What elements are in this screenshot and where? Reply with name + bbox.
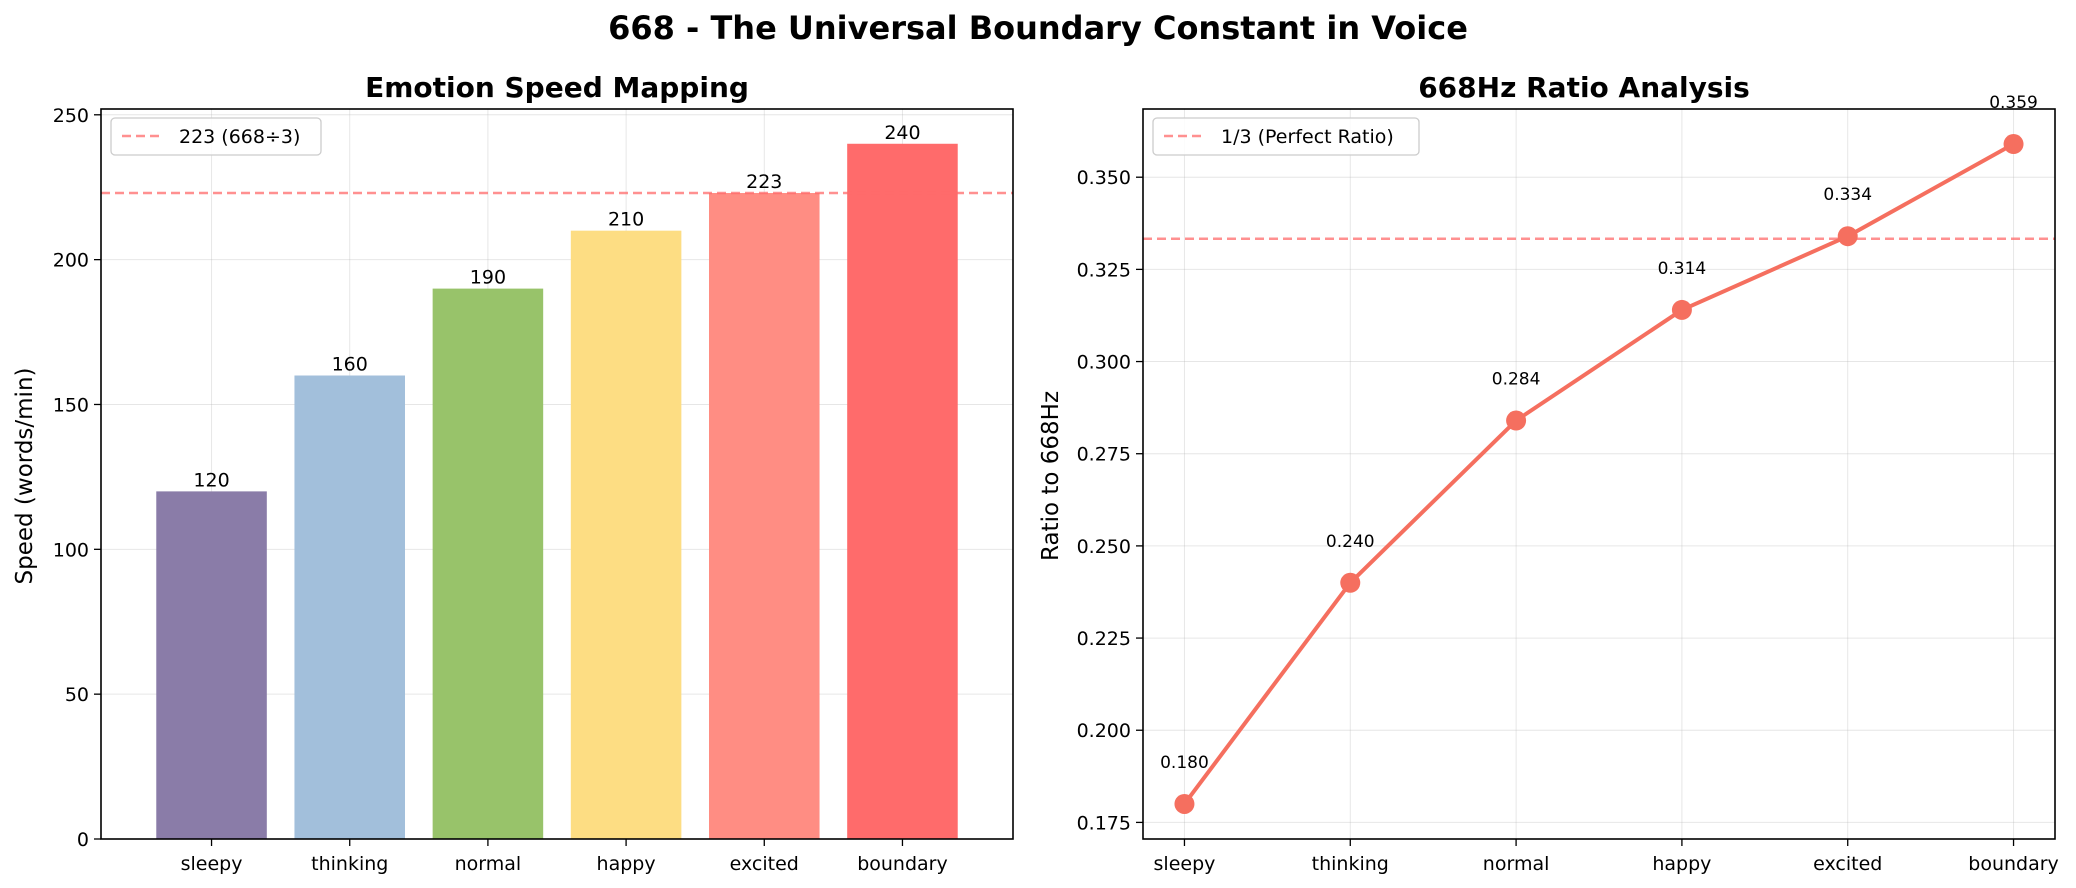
- bar-chart-xtick-label: happy: [597, 853, 656, 875]
- line-point-excited: [1837, 226, 1858, 247]
- line-chart-axes: 0.175 0.200 0.225 0.250 0.275 0.300 0.325 0.350…: [1077, 167, 2059, 875]
- line-value-label: 0.240: [1326, 532, 1375, 552]
- line-value-label: 0.284: [1492, 370, 1541, 390]
- bar-chart-ytick-label: 150: [53, 394, 89, 416]
- line-chart-ytick-label: 0.175: [1077, 812, 1131, 834]
- line-chart-ytick-label: 0.325: [1077, 259, 1131, 281]
- bar-chart-xtick-label: normal: [455, 853, 522, 875]
- line-point-normal: [1506, 410, 1527, 431]
- line-chart-ytick-label: 0.225: [1077, 628, 1131, 650]
- bar-sleepy: [156, 491, 267, 839]
- bar-chart-title: Emotion Speed Mapping: [365, 71, 749, 104]
- bar-value-label: 223: [746, 171, 782, 193]
- line-chart-title: 668Hz Ratio Analysis: [1418, 71, 1750, 104]
- line-chart-ytick-label: 0.300: [1077, 352, 1131, 374]
- bar-chart-xtick-label: boundary: [857, 853, 948, 875]
- line-value-label: 0.180: [1160, 753, 1209, 773]
- bar-value-label: 120: [193, 469, 229, 491]
- ratio-line-chart: 668Hz Ratio Analysis Ratio to 668Hz 0.18…: [1038, 71, 2059, 875]
- line-point-boundary: [2003, 134, 2024, 155]
- line-chart-series-line: [1182, 142, 2015, 806]
- line-chart-xtick-label: normal: [1483, 853, 1550, 875]
- bar-chart-ytick-label: 200: [53, 250, 89, 272]
- line-value-label: 0.359: [1989, 93, 2038, 113]
- bar-chart-xtick-label: thinking: [311, 853, 388, 875]
- bar-chart-ytick-label: 250: [53, 105, 89, 127]
- bar-value-label: 240: [884, 122, 920, 144]
- bar-chart-bars: [156, 143, 958, 840]
- line-chart-ylabel: Ratio to 668Hz: [1038, 391, 1064, 561]
- line-chart-xtick-label: excited: [1813, 853, 1882, 875]
- line-point-happy: [1671, 299, 1692, 320]
- bar-excited: [709, 193, 820, 839]
- bar-chart-ylabel: Speed (words/min): [12, 368, 38, 585]
- bar-chart-ytick-label: 0: [77, 829, 89, 851]
- line-value-label: 0.314: [1658, 259, 1707, 279]
- figure-title: 668 - The Universal Boundary Constant in…: [608, 9, 1468, 47]
- line-chart-value-labels: 0.180 0.240 0.284 0.314 0.334 0.359: [1160, 93, 2038, 773]
- line-chart-legend-box: [1152, 117, 1420, 156]
- bar-value-label: 190: [470, 267, 506, 289]
- bar-value-label: 210: [608, 209, 644, 231]
- bar-chart-ytick-label: 100: [53, 539, 89, 561]
- line-chart-ytick-label: 0.200: [1077, 720, 1131, 742]
- line-chart-grid: [1143, 109, 2055, 839]
- bar-chart-value-labels: 120 160 190 210 223 240: [193, 122, 920, 492]
- bar-thinking: [294, 375, 405, 839]
- line-chart-legend: 1/3 (Perfect Ratio): [1152, 117, 1420, 156]
- bar-happy: [570, 230, 682, 839]
- bar-chart-ytick-label: 50: [65, 684, 89, 706]
- bar-chart-legend: 223 (668÷3): [110, 117, 322, 156]
- line-chart-xtick-label: sleepy: [1154, 853, 1216, 875]
- line-chart-xtick-label: thinking: [1312, 853, 1389, 875]
- line-point-sleepy: [1174, 793, 1195, 814]
- bar-chart-xtick-label: sleepy: [181, 853, 243, 875]
- line-value-label: 0.334: [1823, 185, 1872, 205]
- line-point-thinking: [1340, 572, 1361, 593]
- bar-chart-xtick-label: excited: [730, 853, 799, 875]
- bar-chart-axes: 0 50 100 150 200 250 sleepy thinking normal happy…: [53, 105, 948, 875]
- bar-chart-frame: [100, 108, 1014, 840]
- line-chart-frame: [1142, 108, 2056, 840]
- bar-value-label: 160: [332, 354, 368, 376]
- bar-chart-legend-label: 223 (668÷3): [179, 126, 300, 148]
- line-chart-xtick-label: happy: [1652, 853, 1711, 875]
- line-chart-ytick-label: 0.350: [1077, 167, 1131, 189]
- line-chart-xtick-label: boundary: [1968, 853, 2059, 875]
- bar-normal: [432, 288, 544, 840]
- line-chart-ytick-label: 0.250: [1077, 536, 1131, 558]
- line-chart-ytick-label: 0.275: [1077, 444, 1131, 466]
- bar-boundary: [847, 143, 958, 839]
- bar-chart-legend-box: [110, 117, 322, 156]
- line-chart-series: [1174, 134, 2024, 814]
- speed-bar-chart: Emotion Speed Mapping Speed (words/min) …: [12, 71, 1014, 875]
- line-chart-legend-label: 1/3 (Perfect Ratio): [1221, 126, 1394, 148]
